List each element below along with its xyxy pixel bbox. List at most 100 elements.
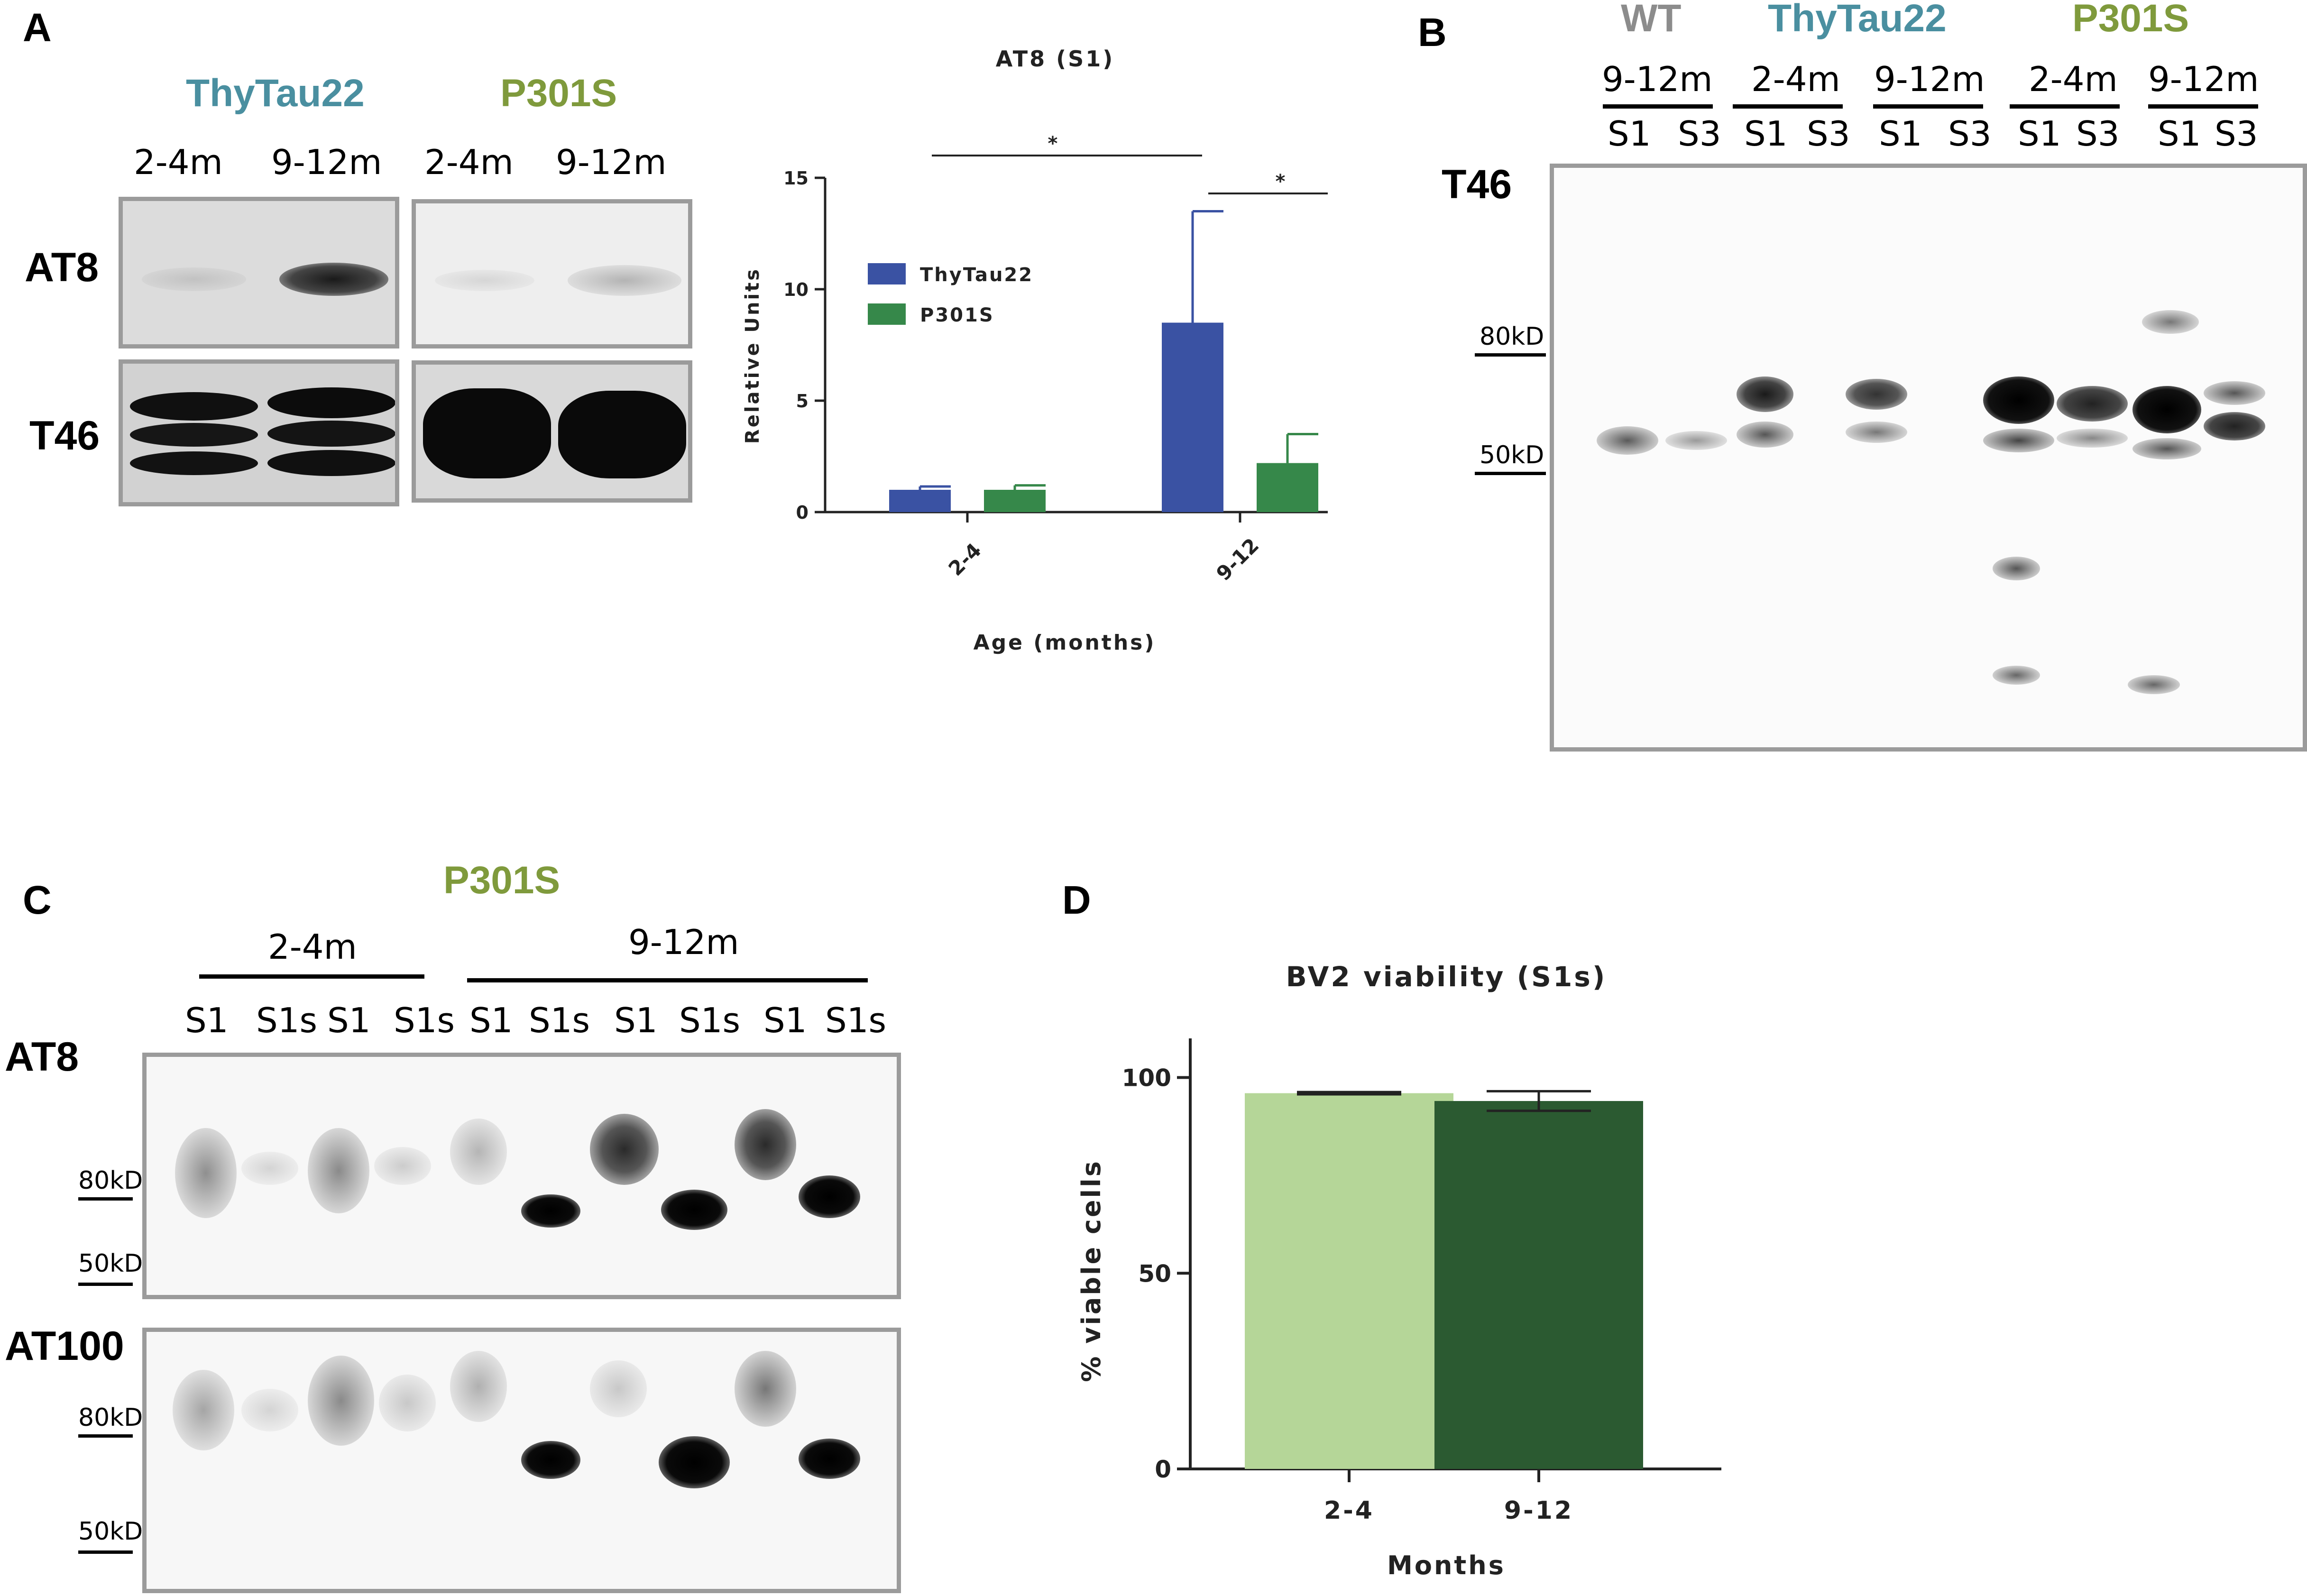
age-label: 9-12m	[628, 922, 739, 962]
lane-label: S1	[2158, 114, 2201, 154]
panel-label-d: D	[1062, 878, 1091, 922]
group-label-p301s: P301S	[2072, 0, 2189, 40]
bar	[1434, 1101, 1643, 1469]
blot-b-t46	[1550, 164, 2307, 752]
lane-label: S1s	[529, 1000, 590, 1040]
x-axis-label: Age (months)	[974, 631, 1156, 655]
y-tick-label: 10	[783, 279, 809, 300]
marker-line	[1475, 353, 1546, 357]
lane-label: S3	[1807, 114, 1850, 154]
marker-80kd: 80kD	[78, 1166, 143, 1195]
panel-label-b: B	[1418, 10, 1447, 55]
marker-line	[78, 1197, 133, 1201]
x-tick-label: 2-4	[944, 539, 986, 580]
age-bracket	[467, 978, 868, 982]
lane-label: S3	[1948, 114, 1992, 154]
group-label-thytau22: ThyTau22	[1768, 0, 1947, 40]
x-tick-label: 2-4	[1324, 1496, 1374, 1525]
chart-plot-area: 0 50 100 2-4 9-12	[1122, 1038, 1721, 1525]
panel-label-a: A	[23, 5, 52, 50]
y-tick-label: 100	[1122, 1064, 1171, 1092]
age-label: 2-4m	[268, 927, 357, 967]
bar	[1245, 1093, 1453, 1469]
lane-label: S1	[1879, 114, 1922, 154]
lane-label: S1	[469, 1000, 513, 1040]
bar	[1162, 322, 1223, 512]
legend-label: P301S	[920, 304, 994, 326]
legend-swatch	[868, 303, 906, 325]
antibody-label-at8: AT8	[25, 245, 99, 290]
antibody-label-at100: AT100	[5, 1323, 124, 1369]
blot-c-at100	[142, 1328, 901, 1593]
blot-a-t46-p301s	[412, 360, 692, 503]
age-bracket	[199, 974, 424, 979]
lane-label: S1	[763, 1000, 807, 1040]
y-tick-label: 0	[1155, 1456, 1171, 1483]
bar	[889, 490, 951, 512]
y-axis-label: % viable cells	[1076, 1159, 1106, 1382]
lane-label: S1s	[825, 1000, 887, 1040]
group-label-thytau22: ThyTau22	[186, 72, 365, 115]
blot-a-t46-thytau22	[119, 359, 399, 506]
age-bracket	[2010, 104, 2120, 109]
marker-50kd: 50kD	[78, 1517, 143, 1546]
lane-label: 2-4m	[134, 142, 223, 182]
lane-label: S3	[2076, 114, 2120, 154]
legend-label: ThyTau22	[920, 264, 1033, 286]
lane-label: S1s	[679, 1000, 741, 1040]
lane-label: S1s	[394, 1000, 455, 1040]
marker-line	[78, 1434, 133, 1438]
age-bracket	[2148, 104, 2258, 109]
group-label-p301s: P301S	[443, 859, 561, 902]
marker-line	[78, 1550, 133, 1554]
age-bracket	[1603, 104, 1713, 109]
y-tick-label: 0	[796, 502, 809, 523]
x-tick-label: 9-12	[1504, 1496, 1573, 1525]
x-tick-label: 9-12	[1212, 533, 1263, 585]
lane-label: S1	[2018, 114, 2061, 154]
x-axis-label: Months	[1387, 1550, 1506, 1580]
lane-label: S1	[1744, 114, 1788, 154]
lane-label: S3	[2215, 114, 2258, 154]
chart-bv2-viability: BV2 viability (S1s) % viable cells Month…	[1076, 961, 1721, 1580]
marker-80kd: 80kD	[1480, 322, 1544, 351]
significance-marker: *	[1048, 133, 1058, 155]
y-axis-label: Relative Units	[742, 267, 763, 444]
age-label: 9-12m	[1874, 59, 1985, 99]
lane-label: S1	[614, 1000, 658, 1040]
marker-line	[78, 1283, 133, 1286]
age-bracket	[1733, 104, 1843, 109]
panel-label-c: C	[23, 878, 52, 922]
age-label: 2-4m	[1751, 59, 1840, 99]
blot-a-at8-thytau22	[119, 197, 399, 349]
lane-label: S1	[185, 1000, 229, 1040]
blot-a-at8-p301s	[412, 199, 692, 349]
significance-marker: *	[1276, 171, 1286, 193]
lane-label: 2-4m	[424, 142, 514, 182]
lane-label: S1	[327, 1000, 371, 1040]
lane-label: S1s	[256, 1000, 318, 1040]
age-label: 2-4m	[2029, 59, 2118, 99]
marker-80kd: 80kD	[78, 1403, 143, 1432]
y-tick-label: 15	[783, 168, 809, 189]
y-tick-label: 50	[1138, 1260, 1171, 1287]
lane-label: 9-12m	[271, 142, 382, 182]
y-tick-label: 5	[796, 391, 809, 412]
lane-label: S3	[1678, 114, 1721, 154]
group-label-wt: WT	[1621, 0, 1682, 40]
chart-title: BV2 viability (S1s)	[1286, 961, 1607, 993]
chart-at8-s1: AT8 (S1) Relative Units Age (months) 0 5 1…	[742, 46, 1328, 655]
group-label-p301s: P301S	[500, 72, 617, 115]
antibody-label-t46: T46	[29, 413, 100, 459]
blot-c-at8	[142, 1053, 901, 1299]
chart-plot-area: 0 5 10 15 2-4 9-12 * * ThyTau22 P301S	[783, 133, 1328, 585]
antibody-label-at8: AT8	[5, 1034, 79, 1080]
legend-swatch	[868, 263, 906, 284]
antibody-label-t46: T46	[1442, 162, 1512, 207]
marker-50kd: 50kD	[1480, 441, 1544, 469]
lane-label: 9-12m	[556, 142, 667, 182]
age-label: 9-12m	[2148, 59, 2259, 99]
marker-50kd: 50kD	[78, 1249, 143, 1278]
age-label: 9-12m	[1602, 59, 1713, 99]
bar	[1257, 463, 1318, 512]
